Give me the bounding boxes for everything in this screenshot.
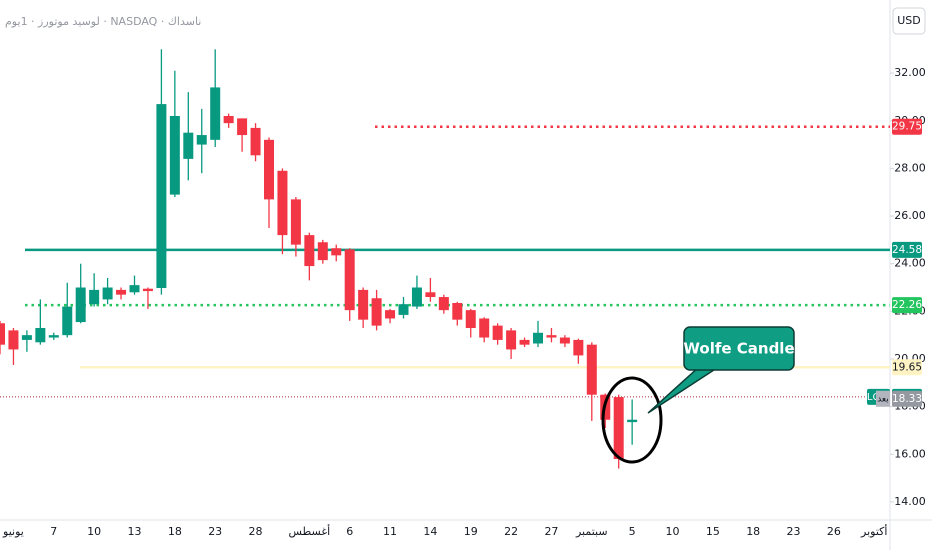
candle-body bbox=[613, 397, 624, 460]
highlight-circle bbox=[601, 376, 663, 464]
y-tick-label: 28.00 bbox=[894, 161, 926, 174]
post-market-tag bbox=[876, 390, 890, 407]
post-market-value: 18.33 bbox=[892, 393, 922, 405]
candle-body bbox=[371, 298, 382, 326]
candle-body bbox=[533, 332, 543, 344]
candle-body bbox=[411, 287, 422, 307]
candle-body bbox=[89, 289, 100, 305]
candle-body bbox=[627, 419, 638, 423]
level-label-box bbox=[892, 241, 922, 258]
level-label: 19.65 bbox=[892, 361, 922, 373]
x-tick-label: 7 bbox=[50, 525, 57, 538]
candle-body bbox=[75, 287, 86, 323]
x-tick-label: 15 bbox=[706, 525, 720, 538]
x-tick-label: 10 bbox=[666, 525, 680, 538]
candle-body bbox=[331, 248, 342, 256]
candle-body bbox=[317, 242, 328, 261]
x-tick-label: 22 bbox=[504, 525, 518, 538]
candle-body bbox=[21, 335, 32, 340]
candle-body bbox=[492, 325, 503, 340]
candle-body bbox=[210, 87, 221, 140]
level-label: 24.58 bbox=[892, 244, 922, 256]
x-tick-label: 19 bbox=[464, 525, 478, 538]
candle-body bbox=[465, 310, 476, 329]
candle-body bbox=[142, 288, 153, 292]
level-label-box bbox=[892, 297, 922, 314]
candle-body bbox=[438, 297, 449, 311]
candle-body bbox=[452, 302, 463, 320]
post-market-label: بعد bbox=[877, 394, 889, 404]
y-tick-label: 32.00 bbox=[894, 66, 926, 79]
level-label-box bbox=[892, 118, 922, 135]
candle-body bbox=[250, 127, 261, 156]
candle-body bbox=[237, 118, 248, 136]
candle-body bbox=[344, 249, 355, 311]
level-label: 29.75 bbox=[892, 121, 922, 133]
x-tick-label: 18 bbox=[746, 525, 760, 538]
candle-body bbox=[277, 170, 288, 236]
candle-body bbox=[0, 323, 5, 345]
candle-body bbox=[519, 339, 530, 345]
callout-box bbox=[683, 326, 795, 371]
x-tick-label: 5 bbox=[629, 525, 636, 538]
x-tick-label: 18 bbox=[168, 525, 182, 538]
candle-body bbox=[223, 116, 234, 124]
candle-body bbox=[196, 135, 207, 145]
candle-body bbox=[129, 285, 140, 293]
candle-body bbox=[8, 330, 19, 350]
candle-body bbox=[183, 132, 194, 159]
currency: USD bbox=[897, 14, 921, 27]
y-tick-label: 24.00 bbox=[894, 257, 926, 270]
candle-body bbox=[264, 139, 274, 200]
y-tick-label: 14.00 bbox=[894, 495, 926, 508]
x-tick-label: 23 bbox=[787, 525, 801, 538]
level-label-box bbox=[892, 359, 922, 376]
candle-body bbox=[358, 289, 369, 320]
candle-body bbox=[385, 310, 396, 319]
candle-body bbox=[169, 116, 180, 195]
candle-body bbox=[573, 339, 584, 356]
candle-body bbox=[304, 235, 315, 267]
post-market-box bbox=[892, 390, 922, 407]
x-tick-label: 13 bbox=[128, 525, 142, 538]
x-tick-label: سبتمبر bbox=[575, 525, 608, 538]
candle-body bbox=[506, 330, 517, 350]
x-tick-label: أكتوبر bbox=[860, 524, 887, 538]
candle-body bbox=[156, 104, 167, 288]
x-tick-label: 6 bbox=[346, 525, 353, 538]
x-tick-label: يونيو bbox=[2, 525, 24, 538]
candle-body bbox=[48, 335, 59, 338]
candle-body bbox=[546, 335, 557, 338]
candle-body bbox=[290, 199, 301, 245]
chart-title: لوسيد موتورز · 1يوم · NASDAQ · ناسداك bbox=[5, 15, 201, 28]
x-tick-label: 27 bbox=[544, 525, 558, 538]
level-label: 22.26 bbox=[892, 299, 922, 311]
candle-body bbox=[102, 287, 113, 300]
annotation: Wolfe Candle bbox=[683, 340, 794, 358]
candle-body bbox=[559, 337, 570, 344]
y-tick-label: 26.00 bbox=[894, 209, 926, 222]
x-tick-label: 26 bbox=[827, 525, 841, 538]
x-tick-label: 23 bbox=[208, 525, 222, 538]
candle-body bbox=[35, 328, 46, 343]
candle-body bbox=[398, 304, 409, 315]
candle-body bbox=[586, 344, 597, 395]
x-tick-label: 11 bbox=[383, 525, 397, 538]
candle-body bbox=[116, 289, 127, 295]
candle-body bbox=[479, 318, 490, 338]
x-tick-label: 10 bbox=[87, 525, 101, 538]
x-tick-label: أغسطس bbox=[289, 524, 331, 538]
y-tick-label: 16.00 bbox=[894, 447, 926, 460]
candle-body bbox=[62, 306, 73, 336]
currency-box[interactable] bbox=[892, 7, 926, 35]
x-tick-label: 14 bbox=[423, 525, 437, 538]
candle-body bbox=[425, 292, 436, 298]
x-tick-label: 28 bbox=[249, 525, 263, 538]
